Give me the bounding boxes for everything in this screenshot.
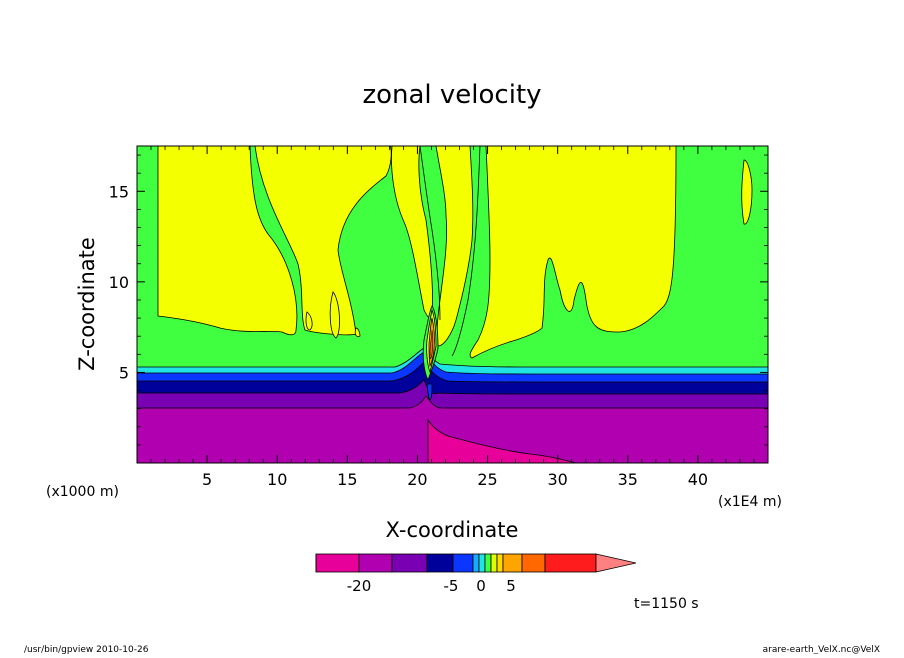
x-tick-label: 20: [407, 470, 427, 489]
colorbar-swatch: [315, 553, 360, 573]
region-yellow-spot-2: [329, 291, 340, 339]
colorbar-swatch: [490, 553, 498, 573]
colorbar-swatch: [472, 553, 480, 573]
colorbar-swatch: [484, 553, 492, 573]
region-jet-lower: [426, 383, 433, 401]
region-yellow-spot-1: [305, 311, 313, 331]
chart-title: zonal velocity: [362, 80, 541, 110]
colorbar-swatch: [544, 553, 597, 573]
footer-left-label: /usr/bin/gpview 2010-10-26: [24, 645, 149, 654]
x-unit-note: (x1E4 m): [718, 494, 782, 510]
colorbar-swatch: [478, 553, 486, 573]
region-yellow-right: [469, 146, 677, 359]
colorbar-swatch: [502, 553, 523, 573]
y-tick-label: 5: [119, 363, 129, 382]
x-tick-label: 25: [477, 470, 497, 489]
colorbar-swatch: [452, 553, 474, 573]
colorbar-extend-arrow: [595, 553, 637, 573]
x-axis-label: X-coordinate: [386, 518, 519, 542]
region-pink: [427, 418, 577, 463]
colorbar-swatch: [358, 553, 393, 573]
x-tick-label: 5: [202, 470, 212, 489]
colorbar-tick-label: 5: [506, 577, 516, 595]
colorbar-swatch: [426, 553, 454, 573]
x-tick-label: 30: [547, 470, 567, 489]
x-tick-label: 40: [688, 470, 708, 489]
y-unit-note: (x1000 m): [46, 484, 119, 500]
colorbar-tick-label: -5: [444, 577, 459, 595]
region-yellow-left: [157, 146, 298, 336]
x-tick-label: 35: [618, 470, 638, 489]
plot-area: [137, 146, 768, 463]
region-jet-red: [429, 329, 434, 360]
region-yellow-spot-3: [354, 327, 361, 337]
x-axis-ticks: 5 10 15 20 25 30 35 40: [150, 146, 755, 489]
y-axis-label: Z-coordinate: [75, 237, 99, 371]
time-label: t=1150 s: [634, 596, 699, 612]
region-magenta: [137, 395, 768, 463]
colorbar-tick-labels: -20 -5 0 5: [347, 577, 516, 595]
footer-right-label: arare-earth_VelX.nc@VelX: [763, 645, 880, 654]
colorbar-swatch: [496, 553, 504, 573]
contour-line-b: [451, 146, 481, 357]
x-tick-label: 10: [267, 470, 287, 489]
y-tick-label: 15: [109, 182, 129, 201]
region-yellow-far-right: [741, 159, 753, 225]
y-axis-ticks: 5 10 15: [109, 154, 768, 446]
colorbar-tick-label: 0: [476, 577, 486, 595]
colorbar: [315, 553, 637, 573]
x-tick-label: 15: [337, 470, 357, 489]
plot-frame: [136, 145, 769, 464]
y-tick-label: 10: [109, 273, 129, 292]
colorbar-swatch: [521, 553, 546, 573]
contour-line-a: [419, 146, 441, 321]
colorbar-tick-label: -20: [347, 577, 372, 595]
colorbar-swatch: [391, 553, 428, 573]
